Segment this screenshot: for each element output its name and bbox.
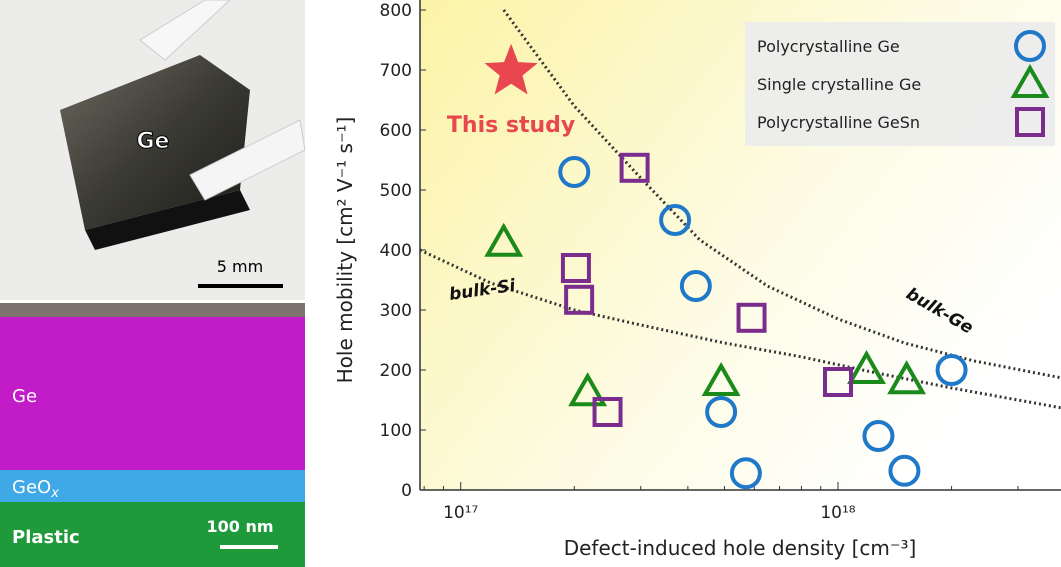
scale-bar-label: 5 mm <box>217 257 263 276</box>
highlight-label: This study <box>447 113 575 138</box>
scale-bar <box>198 284 283 288</box>
y-tick-label: 400 <box>380 241 412 261</box>
y-tick-label: 700 <box>380 61 412 81</box>
x-tick-label: 10¹⁷ <box>443 503 478 523</box>
layer-label-sub: x <box>50 486 59 501</box>
y-tick-label: 100 <box>380 421 412 441</box>
scale-bar-label: 100 nm <box>206 517 273 536</box>
y-tick-label: 500 <box>380 181 412 201</box>
layer-label: Plastic <box>12 527 80 548</box>
layer-label: Ge <box>12 386 37 407</box>
y-tick-label: 800 <box>380 1 412 21</box>
y-tick-label: 600 <box>380 121 412 141</box>
legend-label: Single crystalline Ge <box>757 75 921 94</box>
legend-label: Polycrystalline Ge <box>757 37 900 56</box>
top-edge <box>0 303 305 317</box>
y-tick-label: 200 <box>380 361 412 381</box>
y-tick-label: 0 <box>401 481 412 501</box>
layer-label-base: GeO <box>12 477 51 498</box>
legend-label: Polycrystalline GeSn <box>757 113 920 132</box>
x-axis-label: Defect-induced hole density [cm⁻³] <box>564 536 917 560</box>
cross-section-panel: Ge GeOx Plastic 100 nm <box>0 303 305 567</box>
figure: Ge 5 mm Ge GeOx Plastic 100 nm Hole mobi… <box>0 0 1061 567</box>
scale-bar <box>220 545 278 549</box>
film-label: Ge <box>137 129 170 154</box>
y-tick-label: 300 <box>380 301 412 321</box>
y-axis-label: Hole mobility [cm² V⁻¹ s⁻¹] <box>333 117 357 384</box>
photo-panel: Ge 5 mm <box>0 0 305 300</box>
x-tick-label: 10¹⁸ <box>820 503 855 523</box>
